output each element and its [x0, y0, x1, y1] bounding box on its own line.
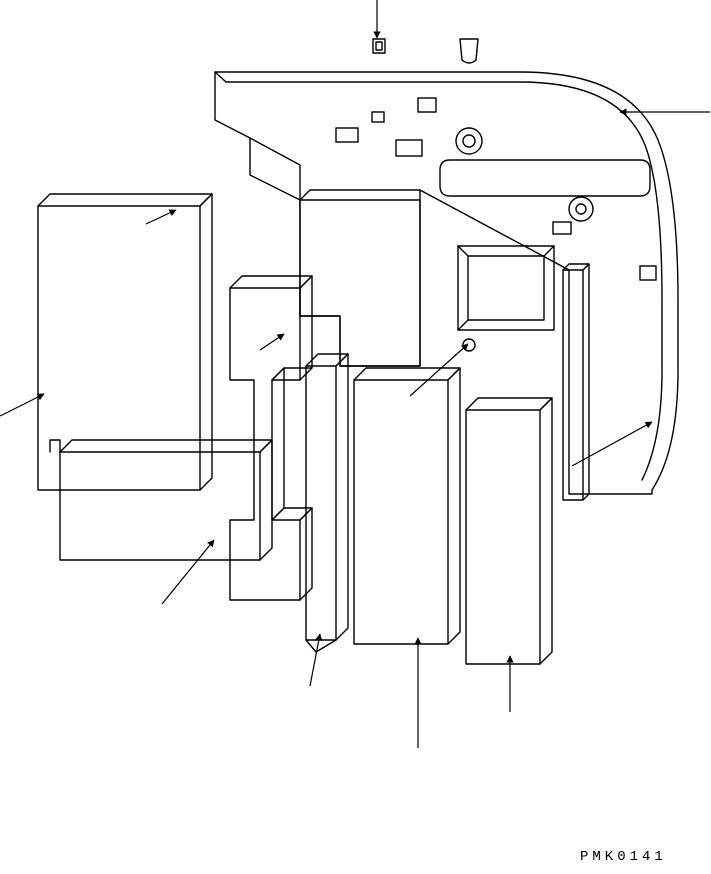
panel-stepped-face	[230, 288, 300, 600]
housing-detail-9	[372, 112, 384, 122]
panel-low_long-top	[60, 440, 272, 452]
panel-stepped-side_mid	[272, 368, 284, 520]
technical-drawing: PMK0141	[0, 0, 711, 874]
knob-1	[373, 39, 385, 53]
window-corner	[458, 320, 468, 330]
inner-wall	[250, 138, 300, 200]
housing-detail-2	[336, 128, 358, 142]
pointer-line-8	[310, 634, 320, 686]
panel-big_left-top	[38, 194, 212, 206]
panel-right_panel-face	[466, 410, 540, 664]
housing-detail-0	[418, 98, 436, 112]
panel-low_long-side	[260, 440, 272, 560]
pointer-lines	[0, 0, 710, 748]
panel-mid_panel-side	[448, 368, 460, 644]
housing-detail-5	[456, 128, 482, 154]
housing-detail-3	[553, 222, 571, 234]
pointer-line-6	[162, 540, 214, 604]
right-strip-side	[583, 264, 589, 500]
housing-detail-7	[569, 197, 593, 221]
pointer-line-7	[260, 334, 284, 350]
panel-big_left-side	[200, 194, 212, 490]
pointer-line-5	[146, 210, 176, 224]
window-corner	[544, 246, 554, 256]
housing-window	[458, 246, 554, 330]
panel-right_panel-side	[540, 398, 552, 664]
pointer-line-3	[572, 422, 652, 466]
drawing-group	[38, 39, 678, 664]
knob-1-inner	[376, 42, 382, 50]
panel-mid_panel-top	[354, 368, 460, 380]
panel-narrow_strip-side	[336, 354, 348, 640]
panel-narrow_strip-bottom_chamfer	[306, 640, 336, 652]
housing-detail-1	[396, 140, 422, 156]
inner-shelf	[300, 200, 420, 366]
window-corner	[458, 246, 468, 256]
housing-slot	[440, 160, 650, 196]
panel-right_panel-top	[466, 398, 552, 410]
panel-big_left-face	[38, 206, 200, 490]
drawing-code-label: PMK0141	[580, 849, 667, 865]
housing-window-inner	[468, 256, 544, 320]
inner-shelf-top	[300, 190, 420, 200]
housing-detail-8	[576, 204, 586, 214]
panel-stepped-side_upper	[300, 276, 312, 380]
knob-2	[460, 39, 478, 63]
panel-narrow_strip-face	[306, 366, 336, 640]
housing-detail-4	[640, 266, 656, 280]
housing-detail-6	[463, 135, 475, 147]
panel-low_long-notch	[50, 440, 60, 452]
panel-mid_panel-face	[354, 380, 448, 644]
pointer-sphere	[463, 339, 475, 351]
